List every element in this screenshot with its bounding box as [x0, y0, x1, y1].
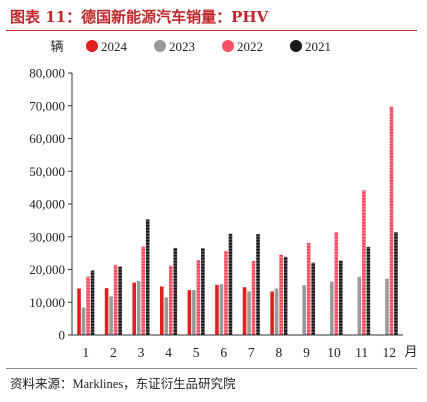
- y-tick-label: 20,000: [29, 262, 65, 277]
- bar-2022: [251, 260, 256, 335]
- legend-label-2024: 2024: [101, 39, 128, 54]
- x-tick-label: 6: [220, 345, 227, 360]
- bar-2023: [385, 278, 389, 335]
- bar-2021: [311, 262, 316, 335]
- bar-2023: [302, 285, 307, 335]
- legend-label-2023: 2023: [169, 39, 195, 54]
- chart-legend: 辆 2024 2023 2022 2021: [50, 39, 331, 54]
- footer-divider: [6, 368, 417, 369]
- bar-2022: [306, 242, 311, 335]
- bar-2022: [224, 250, 228, 335]
- bar-2024: [132, 282, 137, 335]
- bar-2024: [159, 286, 164, 335]
- x-tick-label: 10: [327, 345, 341, 360]
- bar-2022: [113, 264, 118, 335]
- bar-2022: [362, 190, 366, 335]
- source-note: 资料来源：Marklines，东证衍生品研究院: [10, 377, 236, 391]
- bar-2023: [192, 290, 196, 335]
- y-tick-label: 40,000: [29, 197, 65, 212]
- x-tick-label: 4: [165, 345, 172, 360]
- y-tick-label: 30,000: [29, 229, 65, 244]
- y-tick-label: 60,000: [29, 131, 65, 146]
- chart-title: 图表 11：德国新能源汽车销量：PHV: [10, 8, 269, 26]
- x-tick-label: 2: [110, 345, 117, 360]
- bar-2023: [164, 297, 169, 335]
- bar-2023: [109, 296, 113, 335]
- bar-2024: [242, 287, 247, 335]
- bar-2022: [141, 246, 146, 335]
- bar-2021: [256, 234, 260, 335]
- bar-2021: [338, 260, 343, 335]
- x-tick-label: 7: [248, 345, 255, 360]
- bar-2023: [81, 307, 86, 335]
- bar-2023: [219, 284, 224, 335]
- y-tick-label: 50,000: [29, 164, 65, 179]
- bar-2024: [77, 288, 81, 335]
- x-axis: 1 2 3 4 5 6 7 8 9 10 11 12 月: [72, 334, 418, 360]
- x-tick-label: 12: [382, 345, 396, 360]
- bar-2021: [283, 256, 288, 335]
- y-tick-label: 0: [59, 328, 66, 343]
- bars: [77, 106, 398, 335]
- legend-marker-2023: [154, 40, 166, 52]
- bar-2023: [274, 288, 279, 335]
- bar-2021: [394, 232, 398, 335]
- bar-2024: [104, 288, 109, 335]
- y-tick-label: 10,000: [29, 295, 65, 310]
- bar-2023: [136, 280, 141, 335]
- bar-2021: [201, 248, 205, 335]
- bar-2021: [145, 219, 150, 335]
- chart-plot: 辆 2024 2023 2022 2021 0 10,000 20,000 30,000 40,…: [29, 39, 418, 360]
- title-divider: [6, 30, 417, 31]
- bar-2022: [334, 232, 339, 335]
- bar-2021: [366, 246, 371, 335]
- legend-marker-2021: [290, 40, 302, 52]
- legend-label-2021: 2021: [305, 39, 331, 54]
- legend-label-2022: 2022: [237, 39, 263, 54]
- x-tick-label: 11: [355, 345, 368, 360]
- y-tick-label: 70,000: [29, 98, 65, 113]
- bar-2023: [247, 291, 251, 335]
- bar-2023: [357, 276, 362, 335]
- bar-2021: [173, 247, 178, 335]
- bar-2022: [196, 260, 201, 335]
- bar-2024: [270, 291, 274, 335]
- bar-2021: [118, 266, 122, 335]
- y-axis: 0 10,000 20,000 30,000 40,000 50,000 60,000 70,…: [29, 66, 73, 343]
- bar-2021: [90, 270, 95, 335]
- x-tick-label: 9: [303, 345, 310, 360]
- bar-2022: [86, 276, 90, 335]
- bar-2023: [329, 281, 334, 335]
- legend-marker-2024: [86, 40, 98, 52]
- bar-2022: [279, 254, 283, 335]
- y-tick-label: 80,000: [29, 66, 65, 81]
- y-axis-label: 辆: [50, 39, 63, 54]
- bar-2022: [168, 265, 173, 335]
- x-tick-label: 1: [82, 345, 89, 360]
- x-tick-label: 5: [193, 345, 200, 360]
- x-tick-label: 8: [276, 345, 283, 360]
- bar-2021: [228, 233, 233, 335]
- x-axis-label: 月: [404, 344, 417, 359]
- bar-2024: [187, 290, 192, 335]
- bar-2022: [389, 106, 394, 335]
- legend-marker-2022: [222, 40, 234, 52]
- bar-2024: [215, 284, 219, 335]
- x-tick-label: 3: [138, 345, 145, 360]
